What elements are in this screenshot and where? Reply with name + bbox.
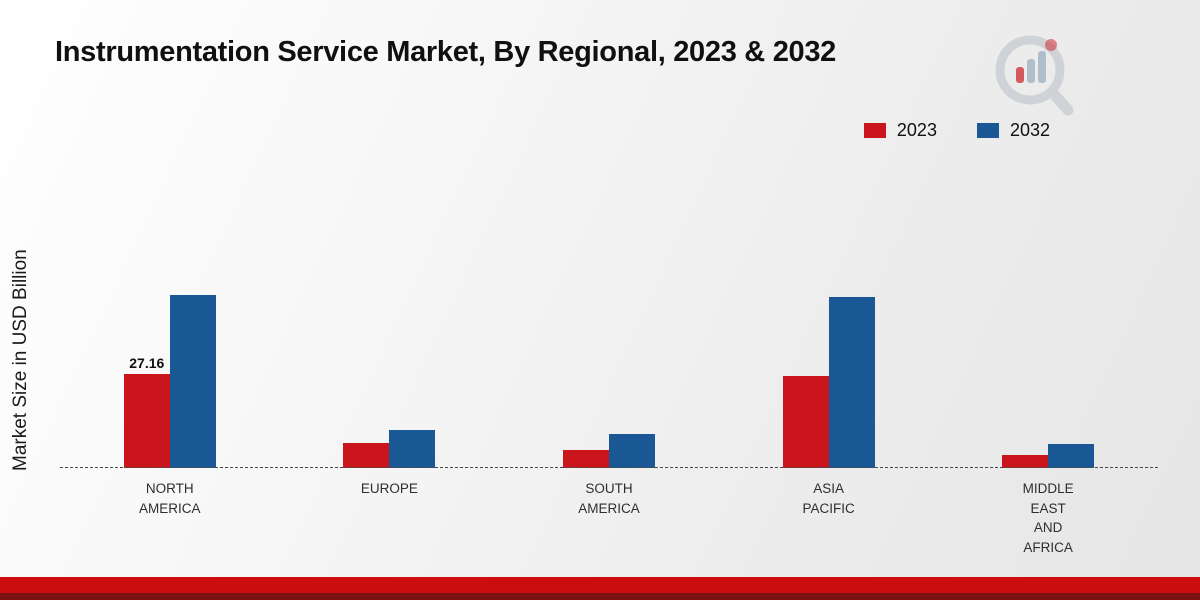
x-axis-baseline (60, 467, 1158, 468)
legend-label-2032: 2032 (1009, 120, 1050, 140)
legend-label-2023: 2023 (896, 120, 937, 140)
legend-item-2032: 2032 (976, 120, 1050, 141)
bar-group: MIDDLE EAST AND AFRICA (1002, 444, 1095, 555)
bar-2032 (828, 296, 875, 468)
bar-chart-plot-area: 27.16 NORTH AMERICA EUROPE SOUTH AMERICA ASIA P… (60, 268, 1158, 555)
legend-item-2023: 2023 (863, 120, 937, 141)
category-label: EUROPE (360, 481, 418, 496)
brand-logo-icon (995, 35, 1074, 116)
category-label: NORTH AMERICA (139, 481, 201, 516)
bar-2023 (562, 449, 609, 468)
footer-accent-bar-red (0, 577, 1200, 593)
chart-title: Instrumentation Service Market, By Regio… (55, 36, 837, 68)
bar-2032 (608, 434, 655, 468)
bar-2032 (1048, 444, 1095, 468)
bar-group: EUROPE (343, 429, 436, 496)
footer-accent-bar-maroon (0, 593, 1200, 600)
bar-2023 (1002, 454, 1049, 468)
bar-value-label: 27.16 (129, 355, 165, 372)
bar-2032 (389, 429, 436, 468)
category-label: ASIA PACIFIC (802, 481, 855, 516)
bar-2023: 27.16 (123, 355, 170, 468)
bar-group: ASIA PACIFIC (782, 296, 875, 516)
bar-2023 (343, 443, 390, 468)
category-label: MIDDLE EAST AND AFRICA (1022, 481, 1074, 555)
legend-swatch-2032 (976, 123, 999, 138)
legend-swatch-2023 (863, 123, 886, 138)
legend: 2023 2032 (863, 120, 1050, 141)
category-label: SOUTH AMERICA (578, 481, 640, 516)
y-axis-label: Market Size in USD Billion (10, 249, 31, 471)
bar-2032 (169, 295, 216, 468)
bar-group: SOUTH AMERICA (562, 434, 655, 516)
bar-2023 (782, 376, 829, 468)
bar-group: 27.16 NORTH AMERICA (123, 295, 216, 516)
